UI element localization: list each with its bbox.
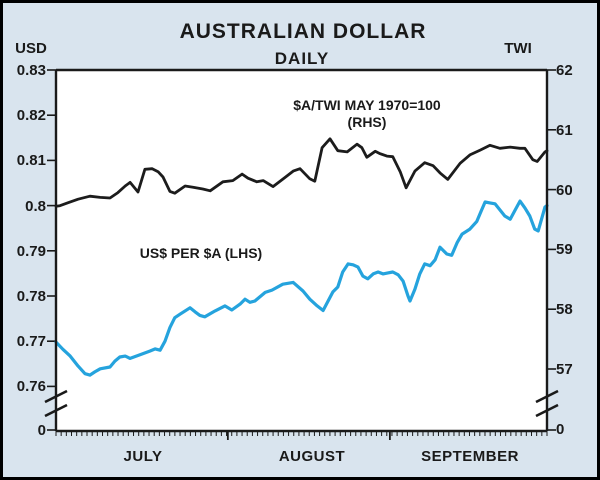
right-axis-tick-label: 58 <box>556 301 573 318</box>
right-axis-tick-labels: 62 61 60 59 58 57 0 <box>556 62 573 438</box>
usd-series-annotation: US$ PER $A (LHS) <box>140 245 262 261</box>
right-axis-tick-label: 61 <box>556 122 573 139</box>
left-axis-zero-label: 0 <box>38 422 46 439</box>
twi-series-annotation-line1: $A/TWI MAY 1970=100 <box>293 97 441 113</box>
twi-series-annotation-line2: (RHS) <box>348 114 387 130</box>
month-label-september: SEPTEMBER <box>421 448 519 465</box>
twi-line <box>54 137 549 208</box>
right-axis-tick-label: 62 <box>556 62 573 79</box>
left-axis-tick-label: 0.81 <box>17 152 46 169</box>
right-axis-zero-label: 0 <box>556 421 564 438</box>
left-axis-unit-label: USD <box>15 40 47 57</box>
month-label-july: JULY <box>124 448 163 465</box>
left-axis-tick-label: 0.78 <box>17 288 46 305</box>
usd-line <box>54 199 549 377</box>
left-axis-tick-label: 0.79 <box>17 243 46 260</box>
left-axis-tick-label: 0.76 <box>17 378 46 395</box>
axis-frame <box>54 68 549 433</box>
left-axis-tick-label: 0.77 <box>17 333 46 350</box>
plot-area <box>56 70 547 431</box>
left-axis-tick-labels: 0.83 0.82 0.81 0.8 0.79 0.78 0.77 0.76 0 <box>17 62 46 439</box>
right-axis-tick-label: 60 <box>556 182 573 199</box>
right-axis-tick-label: 59 <box>556 241 573 258</box>
right-axis-unit-label: TWI <box>504 40 532 57</box>
plot-generated-layer <box>47 69 556 440</box>
chart-subtitle: DAILY <box>275 49 329 68</box>
left-axis-tick-label: 0.82 <box>17 107 46 124</box>
month-label-august: AUGUST <box>279 448 345 465</box>
chart-title: AUSTRALIAN DOLLAR <box>180 20 427 43</box>
left-axis-tick-label: 0.83 <box>17 62 46 79</box>
left-axis-tick-label: 0.8 <box>25 198 46 215</box>
left-axis-break-mark <box>44 389 68 418</box>
right-axis-break-mark <box>535 389 559 418</box>
right-axis-tick-label: 57 <box>556 361 573 378</box>
